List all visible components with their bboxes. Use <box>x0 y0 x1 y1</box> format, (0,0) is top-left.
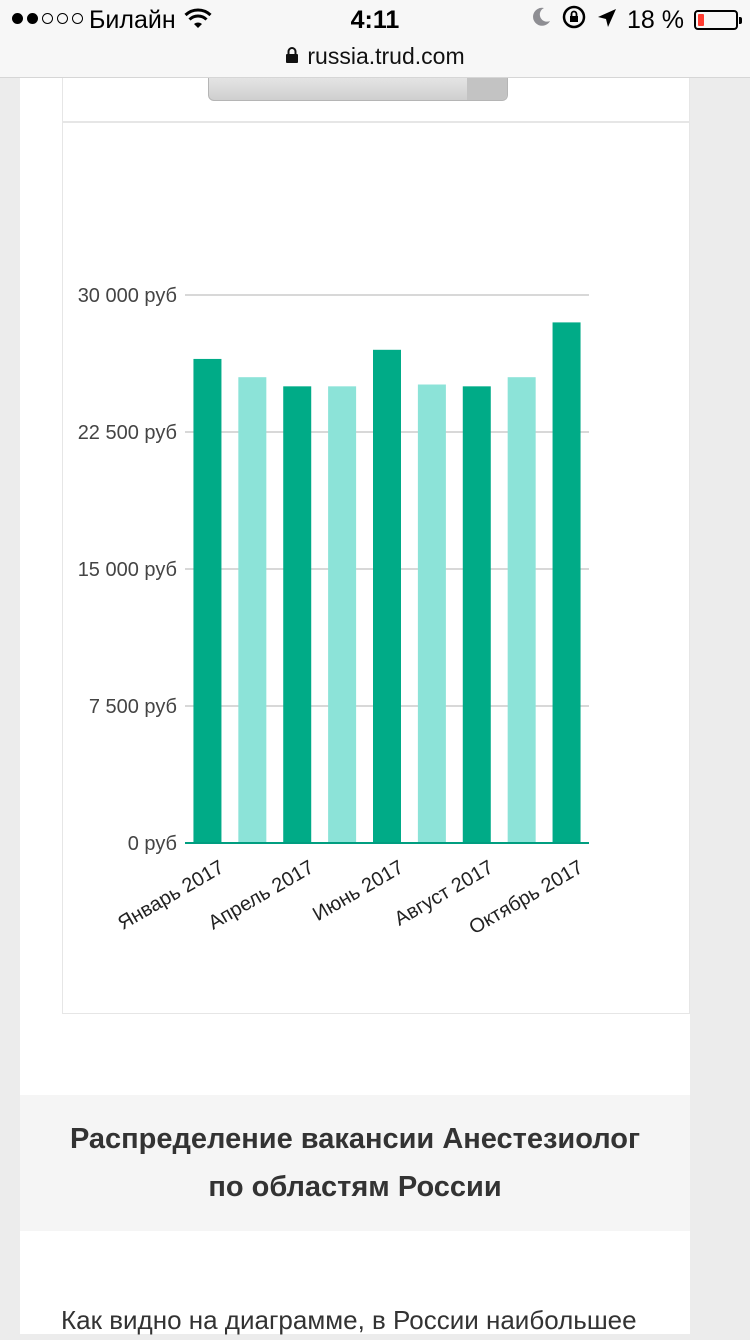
status-time: 4:11 <box>350 6 400 34</box>
bar[interactable] <box>552 322 581 843</box>
bar[interactable] <box>283 386 312 843</box>
section-title: Распределение вакансии Анестезиолог по о… <box>69 1123 641 1203</box>
section-header: Распределение вакансии Анестезиолог по о… <box>20 1095 690 1231</box>
bar[interactable] <box>193 358 222 843</box>
bar[interactable] <box>417 384 446 843</box>
carrier-name: Билайн <box>89 6 176 34</box>
region-select[interactable] <box>208 78 508 101</box>
bar[interactable] <box>238 377 267 843</box>
location-arrow-icon <box>597 6 617 35</box>
y-tick-label: 0 руб <box>128 833 177 855</box>
select-arrow-area[interactable] <box>467 78 507 100</box>
bar[interactable] <box>373 349 401 843</box>
bar[interactable] <box>462 386 491 843</box>
battery-icon <box>694 10 742 30</box>
url-text[interactable]: russia.trud.com <box>307 42 465 69</box>
rotation-lock-icon <box>561 4 587 37</box>
browser-top-bar: Билайн 4:11 <box>0 0 750 78</box>
battery-percent: 18 % <box>627 5 684 34</box>
address-bar[interactable]: russia.trud.com <box>0 40 750 72</box>
status-bar: Билайн 4:11 <box>0 0 750 40</box>
y-tick-label: 7 500 руб <box>89 696 177 718</box>
signal-strength-icon <box>12 13 83 24</box>
y-tick-label: 22 500 руб <box>78 422 177 444</box>
wifi-icon <box>184 8 212 37</box>
body-paragraph: Как видно на диаграмме, в России наиболь… <box>61 1305 637 1335</box>
selector-card <box>62 78 690 122</box>
bar[interactable] <box>507 377 536 843</box>
salary-bar-chart: 0 руб 7 500 руб 15 000 руб 22 500 руб 30 000… <box>78 285 589 939</box>
lock-icon <box>285 43 299 70</box>
moon-icon <box>531 6 551 35</box>
y-tick-label: 15 000 руб <box>78 559 177 581</box>
page-background: 0 руб 7 500 руб 15 000 руб 22 500 руб 30 000… <box>20 0 690 1335</box>
bar[interactable] <box>328 386 357 843</box>
salary-chart-card: 0 руб 7 500 руб 15 000 руб 22 500 руб 30 000… <box>62 122 690 1014</box>
y-tick-label: 30 000 руб <box>78 285 177 307</box>
